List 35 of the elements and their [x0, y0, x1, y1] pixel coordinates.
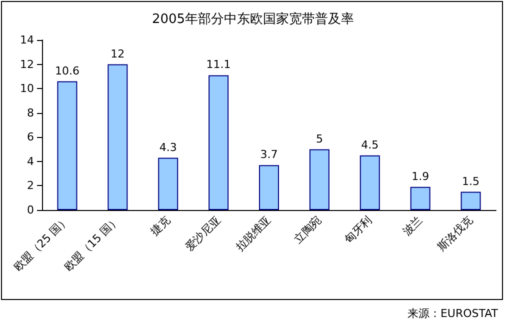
- data-label: 1.9: [412, 170, 430, 183]
- y-tick-label: 0: [27, 204, 34, 216]
- x-tick-label: 匈牙利: [342, 213, 374, 246]
- bar: [208, 75, 229, 210]
- data-label: 3.7: [260, 148, 278, 162]
- x-tick-label: 斯洛伐克: [435, 213, 476, 254]
- x-tick-label: 立陶宛: [292, 213, 324, 246]
- bar: [309, 149, 330, 210]
- bar: [108, 64, 128, 210]
- bar: [410, 186, 430, 210]
- data-label: 5: [316, 132, 323, 146]
- bar: [57, 81, 78, 210]
- y-tick-label: 2: [27, 179, 34, 192]
- y-tick-label: 10: [20, 82, 34, 96]
- y-tick-label: 8: [27, 106, 34, 120]
- bar: [158, 158, 178, 210]
- y-tick-label: 12: [20, 58, 34, 71]
- source-note: 来源：EUROSTAT: [407, 307, 498, 320]
- data-label: 12: [110, 47, 125, 60]
- y-tick-label: 6: [27, 130, 34, 144]
- y-tick-label: 4: [27, 154, 34, 168]
- y-tick-label: 14: [20, 34, 34, 46]
- data-label: 4.3: [159, 140, 177, 154]
- x-tick-label: 拉脱维亚: [233, 213, 274, 254]
- x-tick-label: 捷克: [148, 213, 173, 238]
- data-label: 11.1: [206, 58, 231, 72]
- chart-title: 2005年部分中东欧国家宽带普及率: [152, 11, 354, 27]
- data-label: 10.6: [54, 64, 80, 78]
- bar: [360, 155, 380, 210]
- data-label: 4.5: [361, 138, 379, 152]
- x-tick-label: 爱沙尼亚: [182, 213, 224, 254]
- bar: [460, 192, 481, 210]
- x-tick-label: 波兰: [400, 213, 425, 238]
- bar: [259, 165, 279, 210]
- data-label: 1.5: [462, 174, 480, 188]
